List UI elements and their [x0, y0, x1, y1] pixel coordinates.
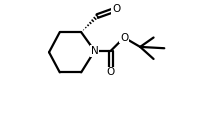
Text: O: O: [112, 4, 120, 14]
Text: O: O: [106, 67, 115, 77]
Text: N: N: [91, 46, 98, 56]
Text: O: O: [120, 33, 128, 42]
